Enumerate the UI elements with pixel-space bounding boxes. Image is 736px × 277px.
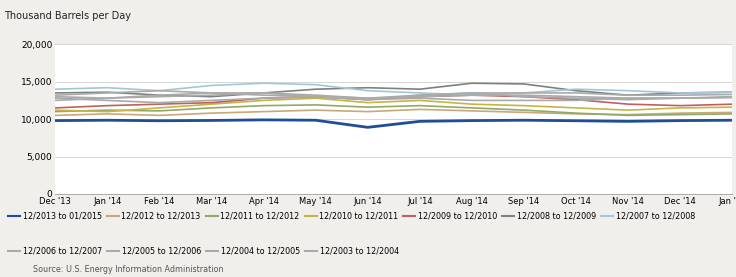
Text: Source: U.S. Energy Information Administration: Source: U.S. Energy Information Administ… bbox=[33, 265, 224, 274]
Legend: 12/2006 to 12/2007, 12/2005 to 12/2006, 12/2004 to 12/2005, 12/2003 to 12/2004: 12/2006 to 12/2007, 12/2005 to 12/2006, … bbox=[7, 246, 399, 255]
Text: Thousand Barrels per Day: Thousand Barrels per Day bbox=[4, 11, 131, 21]
